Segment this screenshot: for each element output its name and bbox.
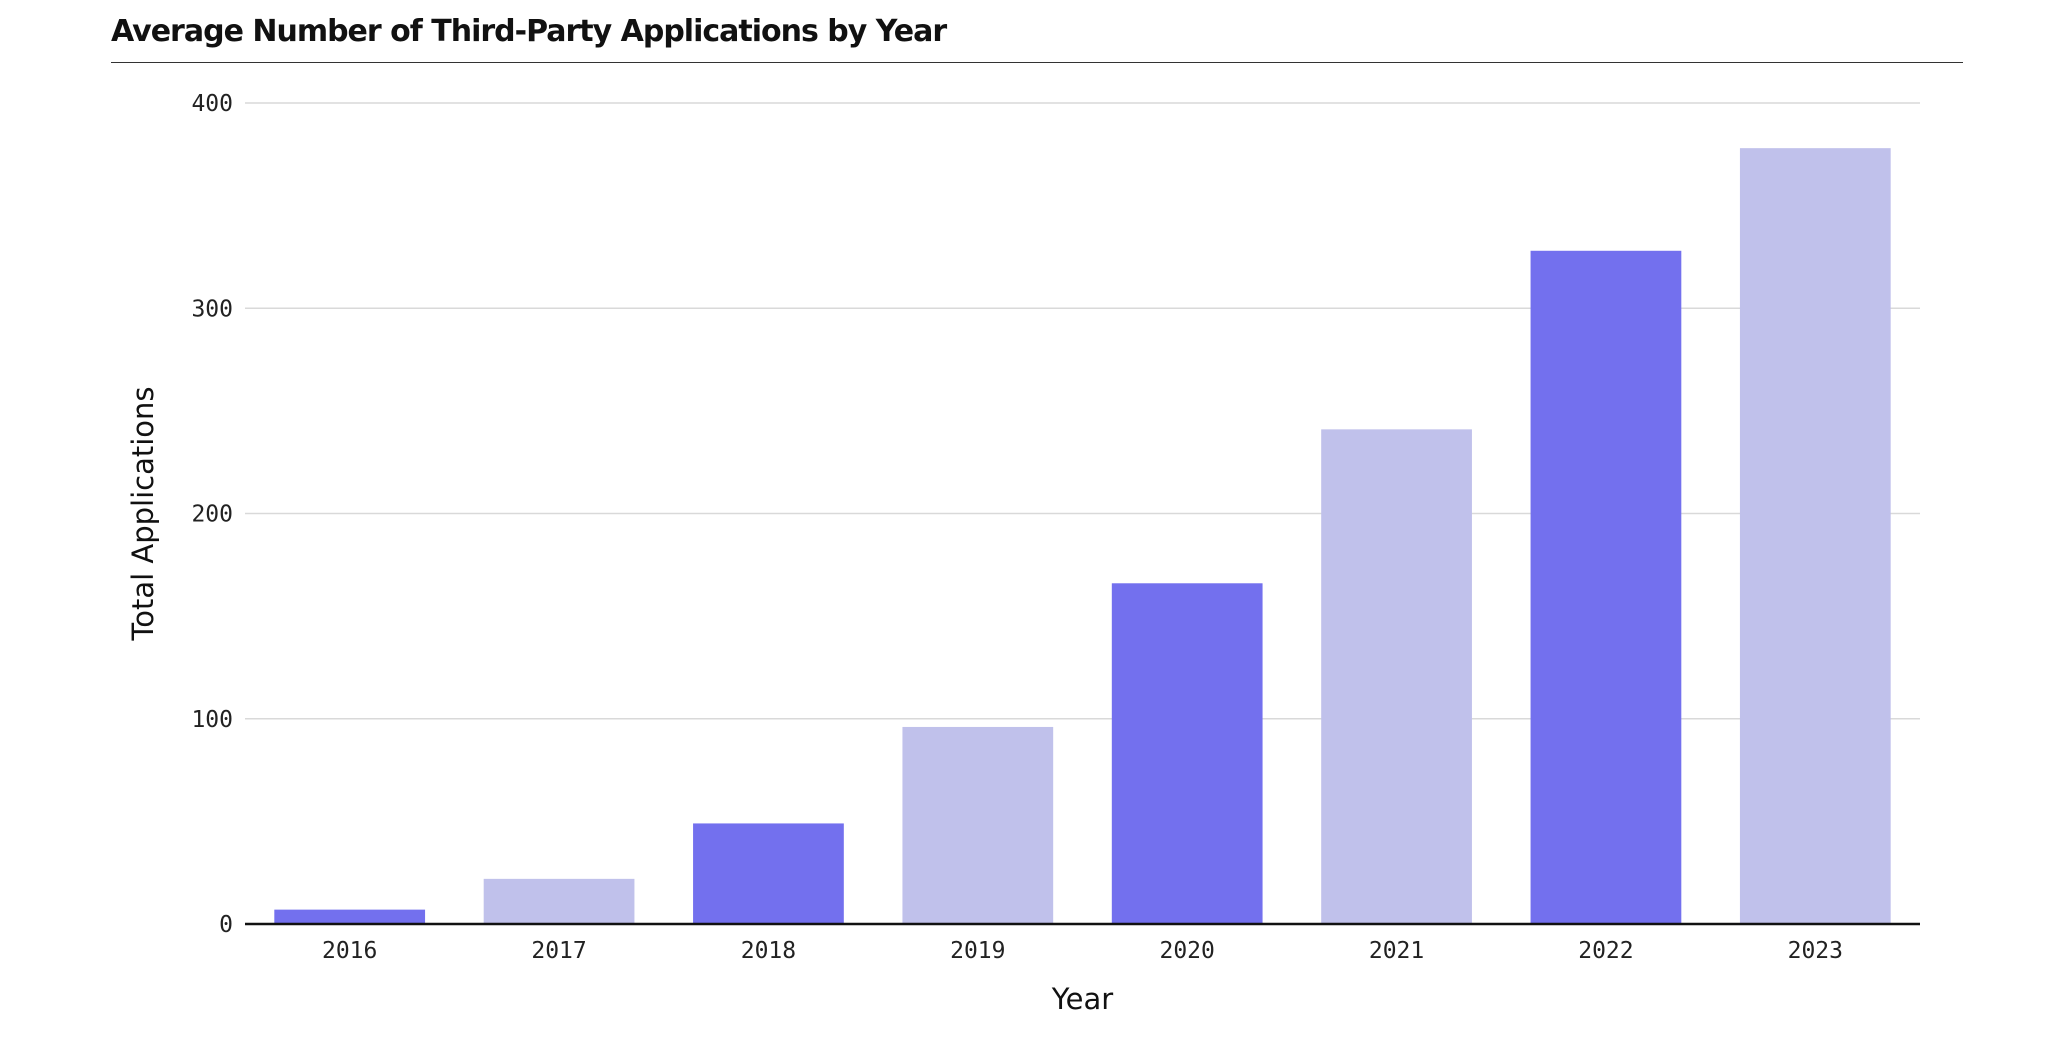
- bar-2019: [902, 726, 1054, 924]
- y-axis-ticks: 0 100 200 300 400: [191, 91, 233, 938]
- y-tick-label: 300: [191, 296, 233, 322]
- bar-2021: [1321, 429, 1472, 924]
- title-divider: [111, 62, 1963, 63]
- bar-2016: [274, 909, 426, 924]
- y-tick-label: 100: [191, 707, 233, 733]
- bar-2017: [483, 878, 635, 924]
- x-axis-ticks: 2016 2017 2018 2019 2020 2021 2022 2023: [322, 938, 1843, 964]
- x-tick-label: 2020: [1159, 938, 1214, 964]
- bar-2022: [1530, 250, 1682, 924]
- x-tick-label: 2016: [322, 938, 377, 964]
- bar-2020: [1111, 583, 1263, 924]
- x-tick-label: 2023: [1788, 938, 1843, 964]
- x-tick-label: 2018: [741, 938, 796, 964]
- x-tick-label: 2017: [531, 938, 586, 964]
- y-axis-title: Total Applications: [126, 386, 160, 641]
- y-tick-label: 400: [191, 91, 233, 117]
- bar-2023: [1739, 148, 1891, 924]
- x-tick-label: 2021: [1369, 938, 1424, 964]
- y-tick-label: 0: [219, 912, 233, 938]
- x-tick-label: 2019: [950, 938, 1005, 964]
- bar-2018: [693, 823, 844, 924]
- bars: [274, 148, 1891, 924]
- chart-title: Average Number of Third-Party Applicatio…: [111, 14, 947, 49]
- x-tick-label: 2022: [1578, 938, 1633, 964]
- x-axis-title: Year: [1051, 982, 1113, 1016]
- y-tick-label: 200: [191, 502, 233, 528]
